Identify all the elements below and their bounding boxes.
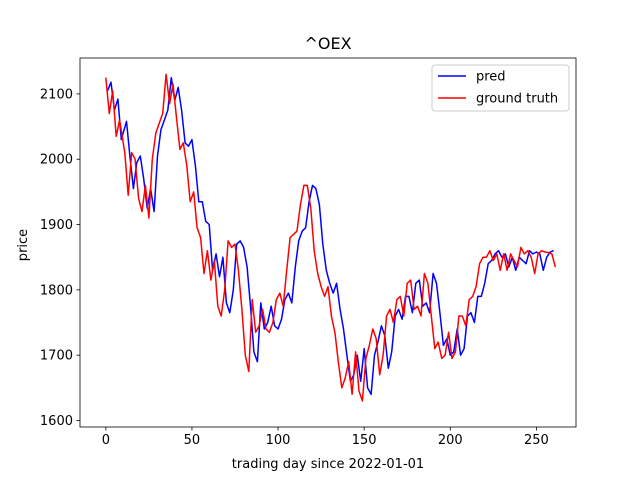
y-tick-label: 1800 — [40, 283, 73, 298]
axes-frame — [79, 57, 577, 428]
x-tick-label: 100 — [266, 433, 291, 448]
chart-title: ^OEX — [304, 34, 351, 53]
y-tick-label: 1600 — [40, 414, 73, 429]
y-tick-label: 1700 — [40, 349, 73, 364]
y-tick-label: 2000 — [40, 153, 73, 168]
y-tick-label: 1900 — [40, 218, 73, 233]
x-tick-label: 150 — [352, 433, 377, 448]
x-tick-label: 200 — [438, 433, 463, 448]
series-line-ground-truth — [105, 73, 557, 402]
legend-label-pred: pred — [476, 70, 506, 85]
y-axis-label: price — [16, 229, 31, 261]
legend: pred ground truth — [431, 64, 570, 112]
x-tick-label: 0 — [102, 433, 110, 448]
y-tick-label: 2100 — [40, 87, 73, 102]
plot-area: 0 50 100 150 200 250 1600 1700 1800 1900 2000 2100 — [40, 57, 577, 448]
x-tick-label: 250 — [524, 433, 549, 448]
series-line-pred — [106, 76, 554, 396]
x-axis-label: trading day since 2022-01-01 — [232, 457, 424, 472]
legend-label-ground-truth: ground truth — [476, 92, 558, 107]
x-tick-label: 50 — [184, 433, 201, 448]
legend-box — [431, 64, 570, 112]
